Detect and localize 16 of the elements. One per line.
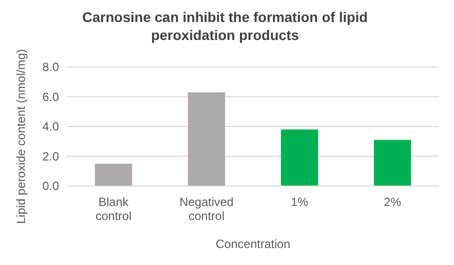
x-tick-label: 2%	[384, 195, 402, 209]
bar	[374, 140, 412, 186]
y-tick-label: 8.0	[42, 60, 60, 74]
y-tick-label: 0.0	[42, 179, 60, 194]
y-tick-label: 4.0	[42, 120, 60, 134]
bar	[280, 129, 318, 186]
bar	[188, 92, 226, 186]
x-tick-label: 1%	[290, 195, 308, 209]
bar	[94, 164, 132, 186]
y-axis-title: Lipid peroxide content (nmol/mg)	[14, 49, 28, 224]
x-tick-label: Negatived control	[179, 195, 234, 223]
x-axis-title: Concentration	[216, 237, 290, 251]
y-tick-label: 2.0	[42, 149, 60, 164]
y-tick-label: 6.0	[42, 90, 60, 104]
chart-title: Carnosine can inhibit the formation of lipid peroxidation products	[82, 9, 368, 43]
x-tick-label: Blank control	[95, 195, 132, 223]
